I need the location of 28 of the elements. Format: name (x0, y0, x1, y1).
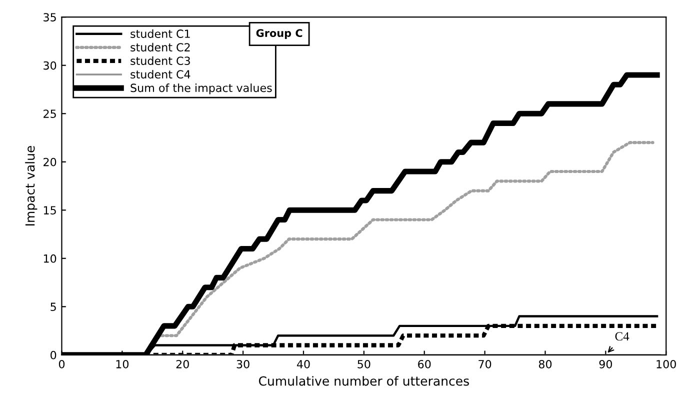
y-tick-label: 20 (44, 158, 56, 166)
x-tick-label: 90 (599, 360, 612, 368)
y-axis-title: Impact value (25, 146, 38, 226)
y-tick-label: 15 (44, 206, 56, 215)
x-tick-label: 0 (58, 360, 65, 368)
y-tick-label: 25 (44, 110, 56, 118)
y-tick-label: 30 (44, 61, 56, 70)
x-tick-label: 100 (656, 360, 676, 368)
x-tick-label: 20 (176, 360, 189, 368)
x-tick-label: 70 (478, 360, 492, 368)
annotation: Group C (256, 29, 302, 40)
legend-label: student C1 (130, 29, 190, 38)
y-tick-label: 0 (50, 350, 56, 360)
legend-label: student C2 (130, 42, 190, 52)
y-tick-label: 5 (50, 302, 56, 312)
x-tick-label: 80 (538, 360, 552, 368)
x-tick-label: 60 (418, 360, 431, 368)
legend-label: student C3 (130, 56, 190, 66)
annotation: C4 (615, 332, 630, 341)
x-tick-label: 40 (296, 360, 310, 368)
y-tick-label: 35 (44, 13, 56, 22)
x-tick-label: 50 (358, 360, 370, 368)
x-tick-label: 30 (236, 360, 250, 368)
y-tick-label: 10 (44, 254, 56, 263)
x-axis-title: Cumulative number of utterances (258, 376, 469, 386)
legend-label: student C4 (130, 70, 190, 79)
legend-label: Sum of the impact values (130, 83, 272, 94)
x-tick-label: 10 (116, 360, 129, 368)
